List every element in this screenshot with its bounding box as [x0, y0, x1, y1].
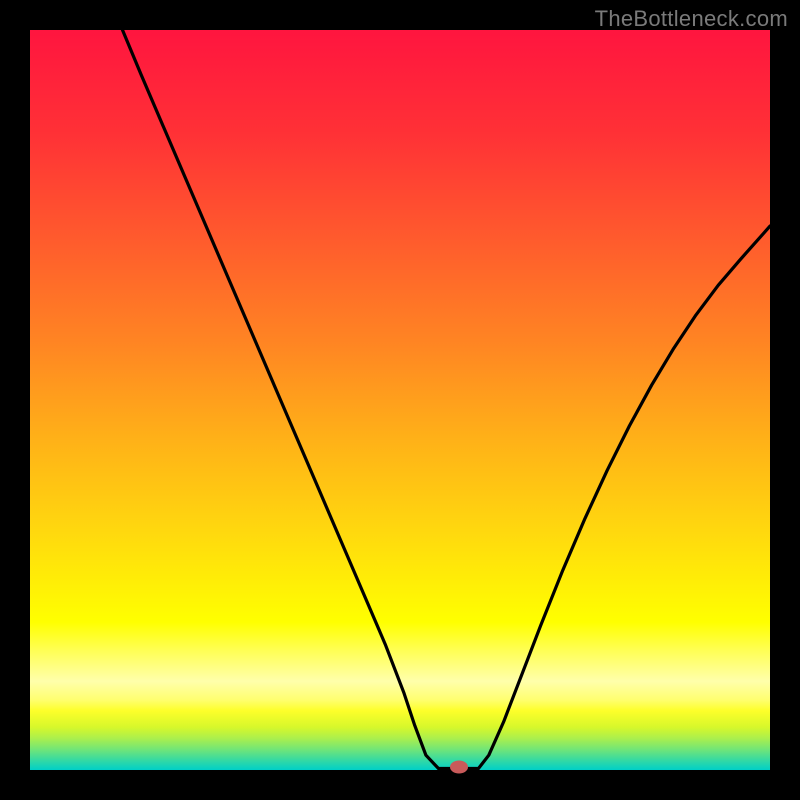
bottleneck-curve	[30, 30, 770, 770]
chart-container: TheBottleneck.com	[0, 0, 800, 800]
optimal-point-marker	[450, 761, 468, 774]
plot-area	[30, 30, 770, 770]
watermark-text: TheBottleneck.com	[595, 6, 788, 32]
